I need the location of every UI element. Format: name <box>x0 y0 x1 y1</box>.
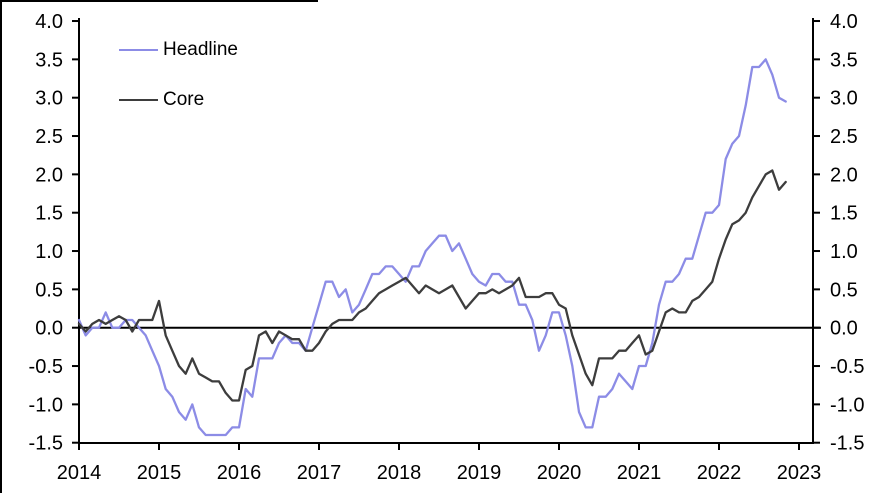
y-tick-label-right: 2.0 <box>830 164 858 186</box>
y-tick-label-right: 3.5 <box>830 49 858 71</box>
legend-label-core: Core <box>163 89 205 110</box>
y-tick-label-left: -0.5 <box>29 356 63 378</box>
y-tick-label-left: 2.0 <box>35 164 63 186</box>
x-tick-label: 2019 <box>457 462 502 484</box>
y-tick-label-left: 0.0 <box>35 318 63 340</box>
series-line-headline <box>77 58 787 437</box>
x-tick-label: 2015 <box>137 462 182 484</box>
y-tick-label-right: 2.5 <box>830 126 858 148</box>
y-tick-label-left: 3.0 <box>35 88 63 110</box>
legend-label-headline: Headline <box>163 39 238 60</box>
window-border-left <box>0 0 2 493</box>
y-tick-label-right: 1.5 <box>830 203 858 225</box>
series-line-core <box>77 169 787 402</box>
y-tick-label-right: -1.5 <box>830 433 864 455</box>
legend-item-headline: Headline <box>119 40 238 59</box>
x-tick-label: 2017 <box>297 462 342 484</box>
y-tick-label-right: 0.0 <box>830 318 858 340</box>
y-tick-label-left: 1.0 <box>35 241 63 263</box>
y-tick-label-left: 3.5 <box>35 49 63 71</box>
y-tick-label-right: -0.5 <box>830 356 864 378</box>
y-tick-label-right: 0.5 <box>830 279 858 301</box>
core-line-swatch <box>119 98 158 101</box>
y-tick-label-left: 2.5 <box>35 126 63 148</box>
window-border-top <box>0 0 318 2</box>
x-tick-label: 2022 <box>697 462 742 484</box>
x-tick-label: 2016 <box>217 462 262 484</box>
x-tick-label: 2021 <box>617 462 662 484</box>
y-tick-label-right: 1.0 <box>830 241 858 263</box>
y-tick-label-right: -1.0 <box>830 394 864 416</box>
x-tick-label: 2023 <box>777 462 822 484</box>
y-tick-label-left: -1.5 <box>29 433 63 455</box>
headline-line-swatch <box>119 48 158 51</box>
y-tick-label-left: -1.0 <box>29 394 63 416</box>
x-tick-label: 2014 <box>57 462 102 484</box>
x-tick-label: 2018 <box>377 462 422 484</box>
x-tick-label: 2020 <box>537 462 582 484</box>
y-tick-label-right: 3.0 <box>830 88 858 110</box>
y-tick-label-left: 4.0 <box>35 11 63 33</box>
legend-item-core: Core <box>119 90 204 109</box>
y-tick-label-left: 0.5 <box>35 279 63 301</box>
y-tick-label-left: 1.5 <box>35 203 63 225</box>
y-tick-label-right: 4.0 <box>830 11 858 33</box>
